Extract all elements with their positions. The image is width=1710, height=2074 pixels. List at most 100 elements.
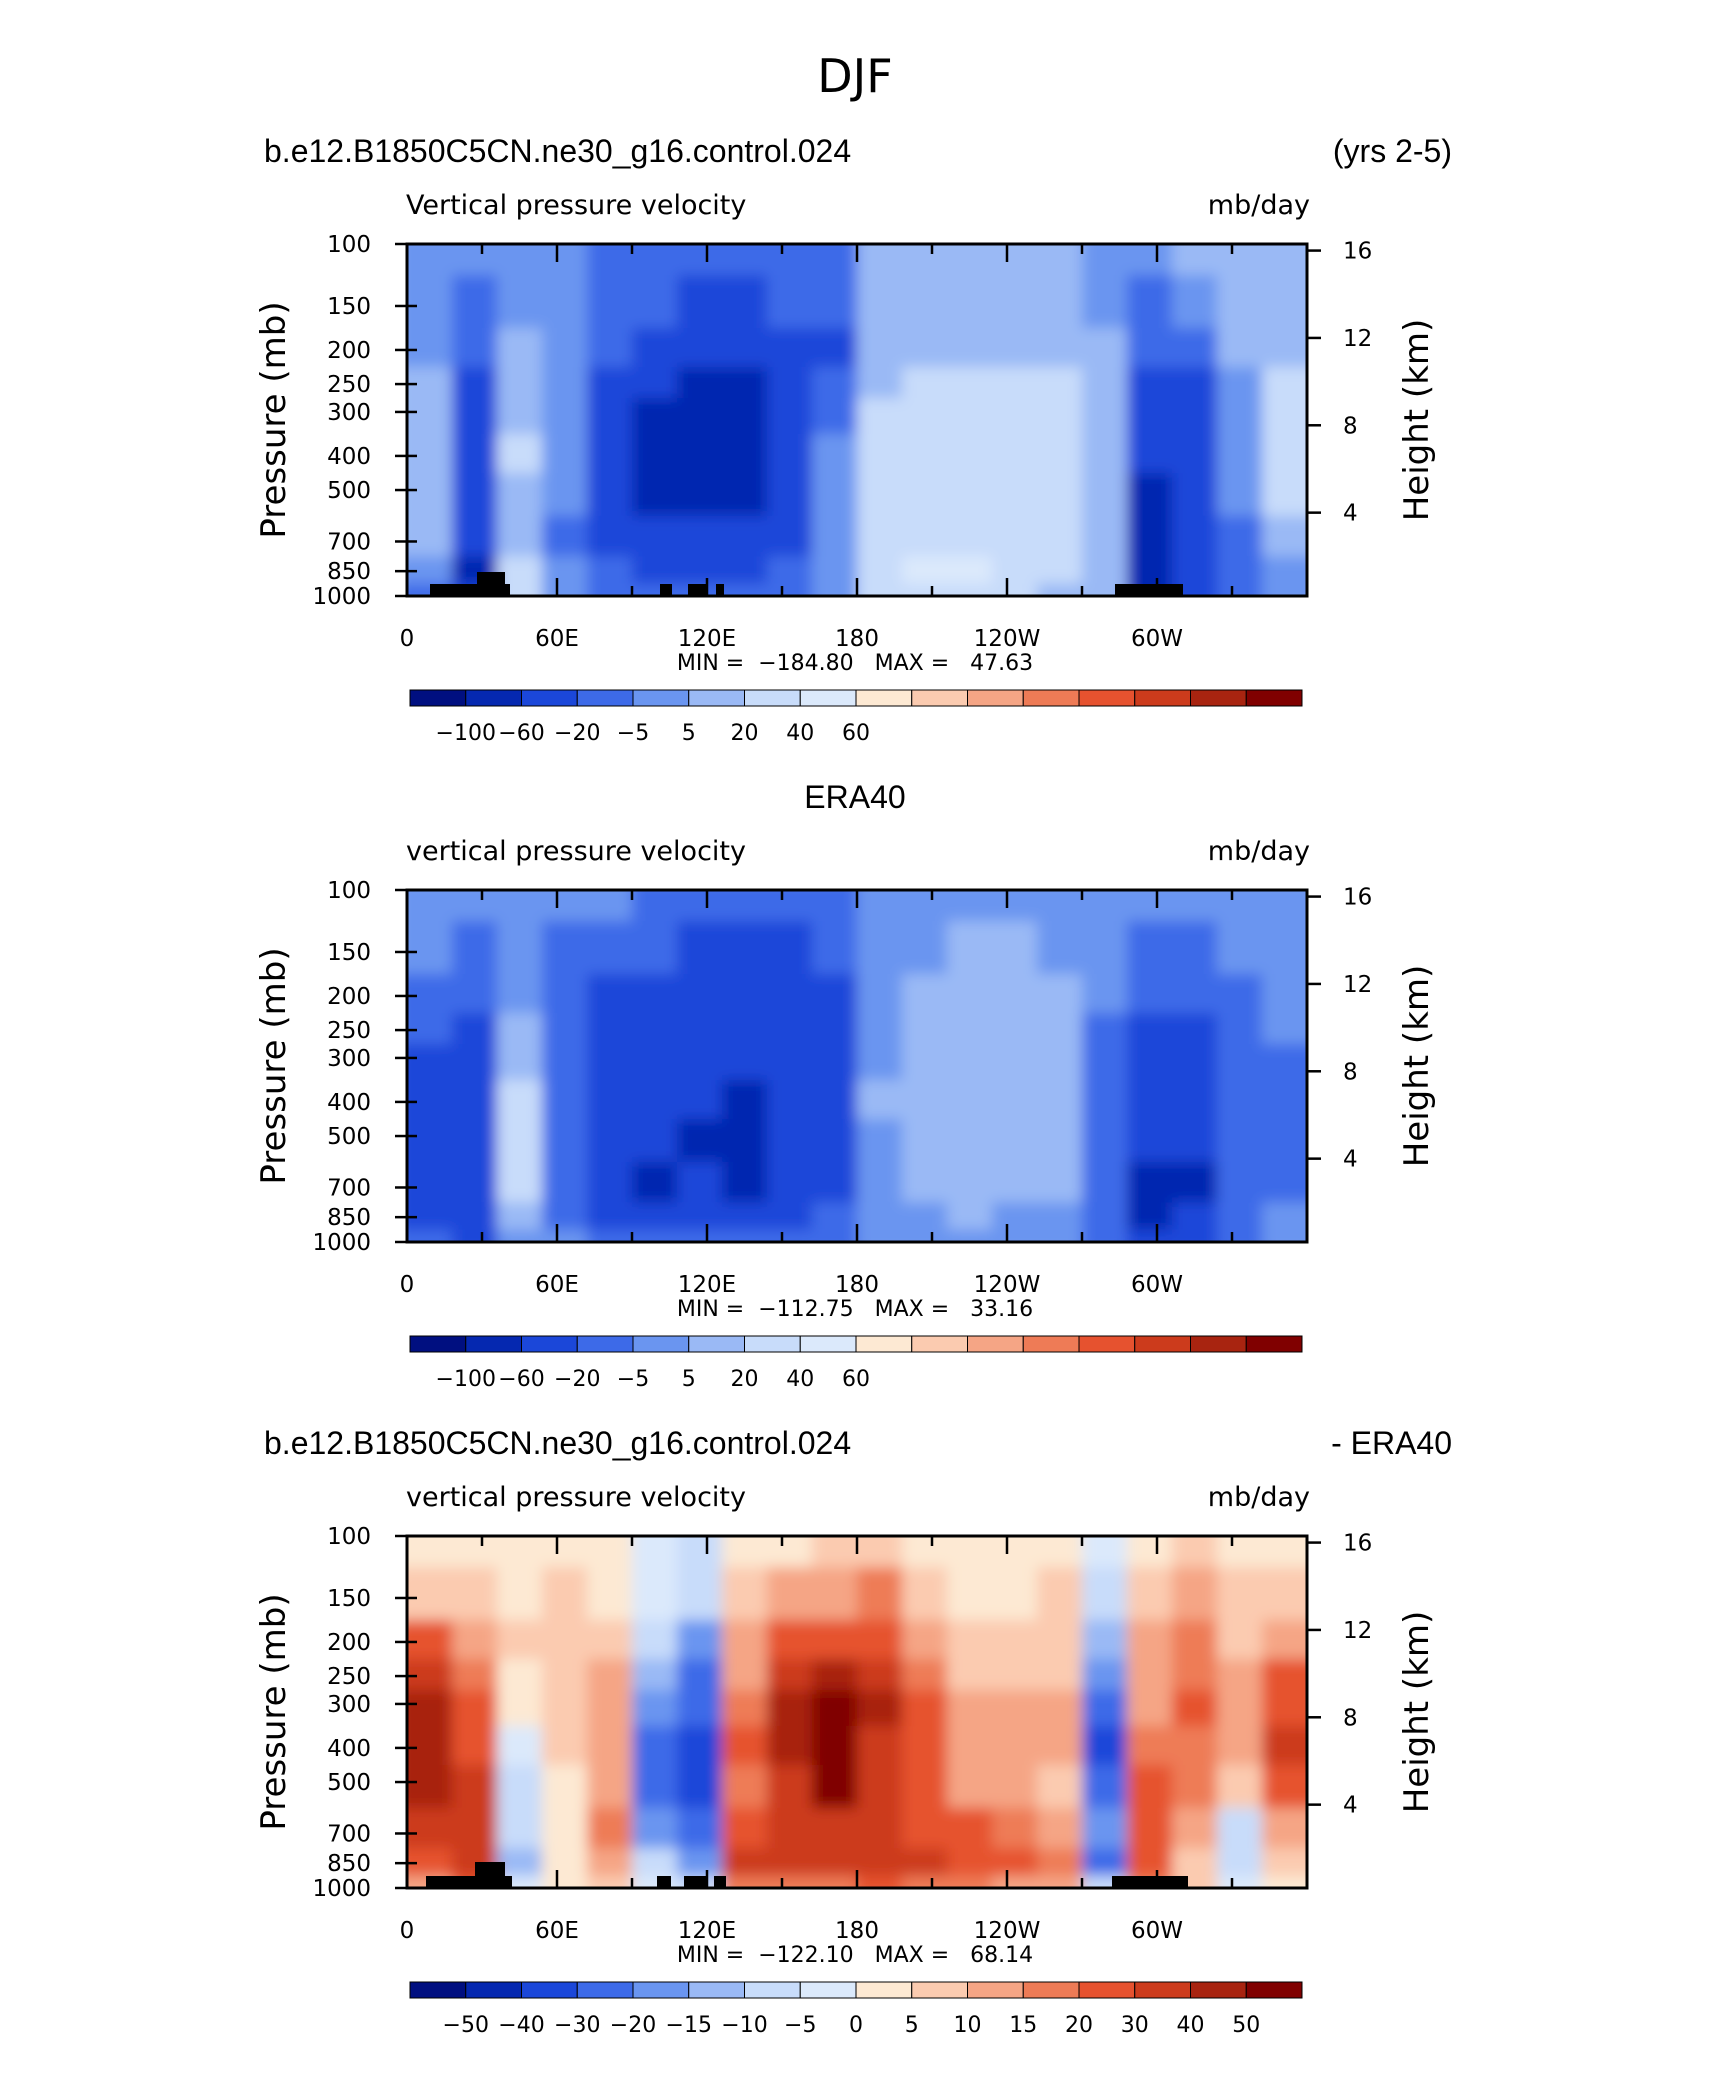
contour-cell: [407, 1765, 453, 1809]
panel-3-title-right: - ERA40: [1331, 1425, 1452, 1461]
contour-cell: [632, 890, 678, 922]
contour-cell: [1082, 890, 1128, 922]
pressure-tick-label: 850: [327, 559, 371, 585]
contour-cell: [767, 515, 813, 558]
contour-cell: [722, 367, 768, 399]
contour-cell: [1262, 583, 1307, 596]
colorbar-swatch: [1134, 689, 1191, 707]
contour-cell: [767, 275, 813, 329]
contour-cell: [1082, 1725, 1128, 1766]
contour-cell: [767, 1013, 813, 1045]
contour-cell: [1127, 1079, 1173, 1120]
colorbar-label: 50: [1232, 2013, 1260, 2038]
lon-tick-label: 180: [835, 626, 879, 652]
contour-cell: [1262, 921, 1307, 975]
contour-cell: [992, 328, 1038, 368]
contour-cell: [947, 1013, 993, 1045]
contour-cell: [542, 1119, 588, 1163]
contour-cell: [947, 1202, 993, 1231]
contour-cell: [722, 1229, 768, 1242]
contour-cell: [992, 398, 1038, 435]
lon-tick-label: 0: [400, 1918, 415, 1944]
contour-cell: [1127, 1161, 1173, 1204]
contour-cell: [812, 921, 858, 975]
contour-cell: [947, 398, 993, 435]
pressure-tick-label: 100: [327, 878, 371, 904]
pressure-tick-label: 250: [327, 1664, 371, 1690]
colorbar-swatch: [688, 1335, 745, 1353]
contour-cell: [857, 1765, 903, 1809]
contour-cell: [1217, 1690, 1263, 1727]
contour-cell: [902, 1044, 948, 1081]
contour-cell: [632, 974, 678, 1014]
panel-2: ERA40 vertical pressure velocity mb/day …: [254, 779, 1437, 1392]
contour-cell: [722, 583, 768, 596]
pressure-tick-label: 700: [327, 529, 371, 555]
contour-cell: [1172, 1848, 1218, 1877]
contour-cell: [677, 1229, 723, 1242]
contour-cell: [587, 1119, 633, 1163]
contour-cell: [1037, 328, 1083, 368]
contour-cell: [587, 1875, 633, 1888]
contour-cell: [1127, 515, 1173, 558]
contour-cell: [767, 583, 813, 596]
contour-cell: [1127, 1659, 1173, 1691]
contour-cell: [677, 1659, 723, 1691]
contour-cell: [1217, 1079, 1263, 1120]
contour-cell: [1172, 556, 1218, 585]
panel-2-ylabel-left: Pressure (mb): [254, 947, 294, 1184]
contour-cell: [857, 515, 903, 558]
colorbar-swatch: [967, 1335, 1024, 1353]
contour-cell: [722, 1567, 768, 1621]
contour-cell: [677, 974, 723, 1014]
contour-cell: [1217, 1013, 1263, 1045]
contour-cell: [1262, 367, 1307, 399]
contour-cell: [587, 1013, 633, 1045]
contour-cell: [632, 1202, 678, 1231]
colorbar-swatch: [576, 1335, 634, 1353]
contour-cell: [812, 1044, 858, 1081]
contour-cell: [542, 1875, 588, 1888]
lon-tick-label: 180: [835, 1272, 879, 1298]
contour-cell: [722, 1119, 768, 1163]
contour-cell: [1082, 1161, 1128, 1204]
contour-cell: [902, 1119, 948, 1163]
contour-cell: [1172, 275, 1218, 329]
contour-cell: [1082, 244, 1128, 276]
colorbar-swatch: [576, 1981, 634, 1999]
contour-cell: [542, 244, 588, 276]
contour-cell: [587, 1848, 633, 1877]
contour-cell: [497, 1765, 543, 1809]
contour-cell: [1262, 1161, 1307, 1204]
contour-cell: [992, 583, 1038, 596]
contour-cell: [1127, 1725, 1173, 1766]
contour-cell: [1172, 1690, 1218, 1727]
contour-cell: [767, 398, 813, 435]
contour-cell: [992, 974, 1038, 1014]
contour-cell: [632, 1229, 678, 1242]
contour-cell: [497, 328, 543, 368]
contour-cell: [677, 244, 723, 276]
contour-cell: [1172, 1202, 1218, 1231]
panel-3-ylabel-right: Height (km): [1397, 1611, 1437, 1814]
contour-cell: [407, 398, 453, 435]
contour-cell: [632, 1620, 678, 1660]
contour-cell: [1127, 556, 1173, 585]
contour-cell: [632, 921, 678, 975]
contour-cell: [1172, 1567, 1218, 1621]
contour-cell: [407, 328, 453, 368]
contour-cell: [722, 433, 768, 474]
contour-cell: [857, 583, 903, 596]
contour-cell: [767, 1567, 813, 1621]
contour-cell: [1037, 1119, 1083, 1163]
contour-cell: [857, 1725, 903, 1766]
height-tick-label: 8: [1343, 1059, 1358, 1085]
colorbar-label: −60: [498, 1367, 544, 1392]
contour-cell: [812, 1875, 858, 1888]
colorbar-swatch: [1190, 1981, 1247, 1999]
contour-cell: [1172, 1079, 1218, 1120]
contour-cell: [587, 328, 633, 368]
contour-cell: [857, 921, 903, 975]
contour-cell: [1172, 1807, 1218, 1850]
